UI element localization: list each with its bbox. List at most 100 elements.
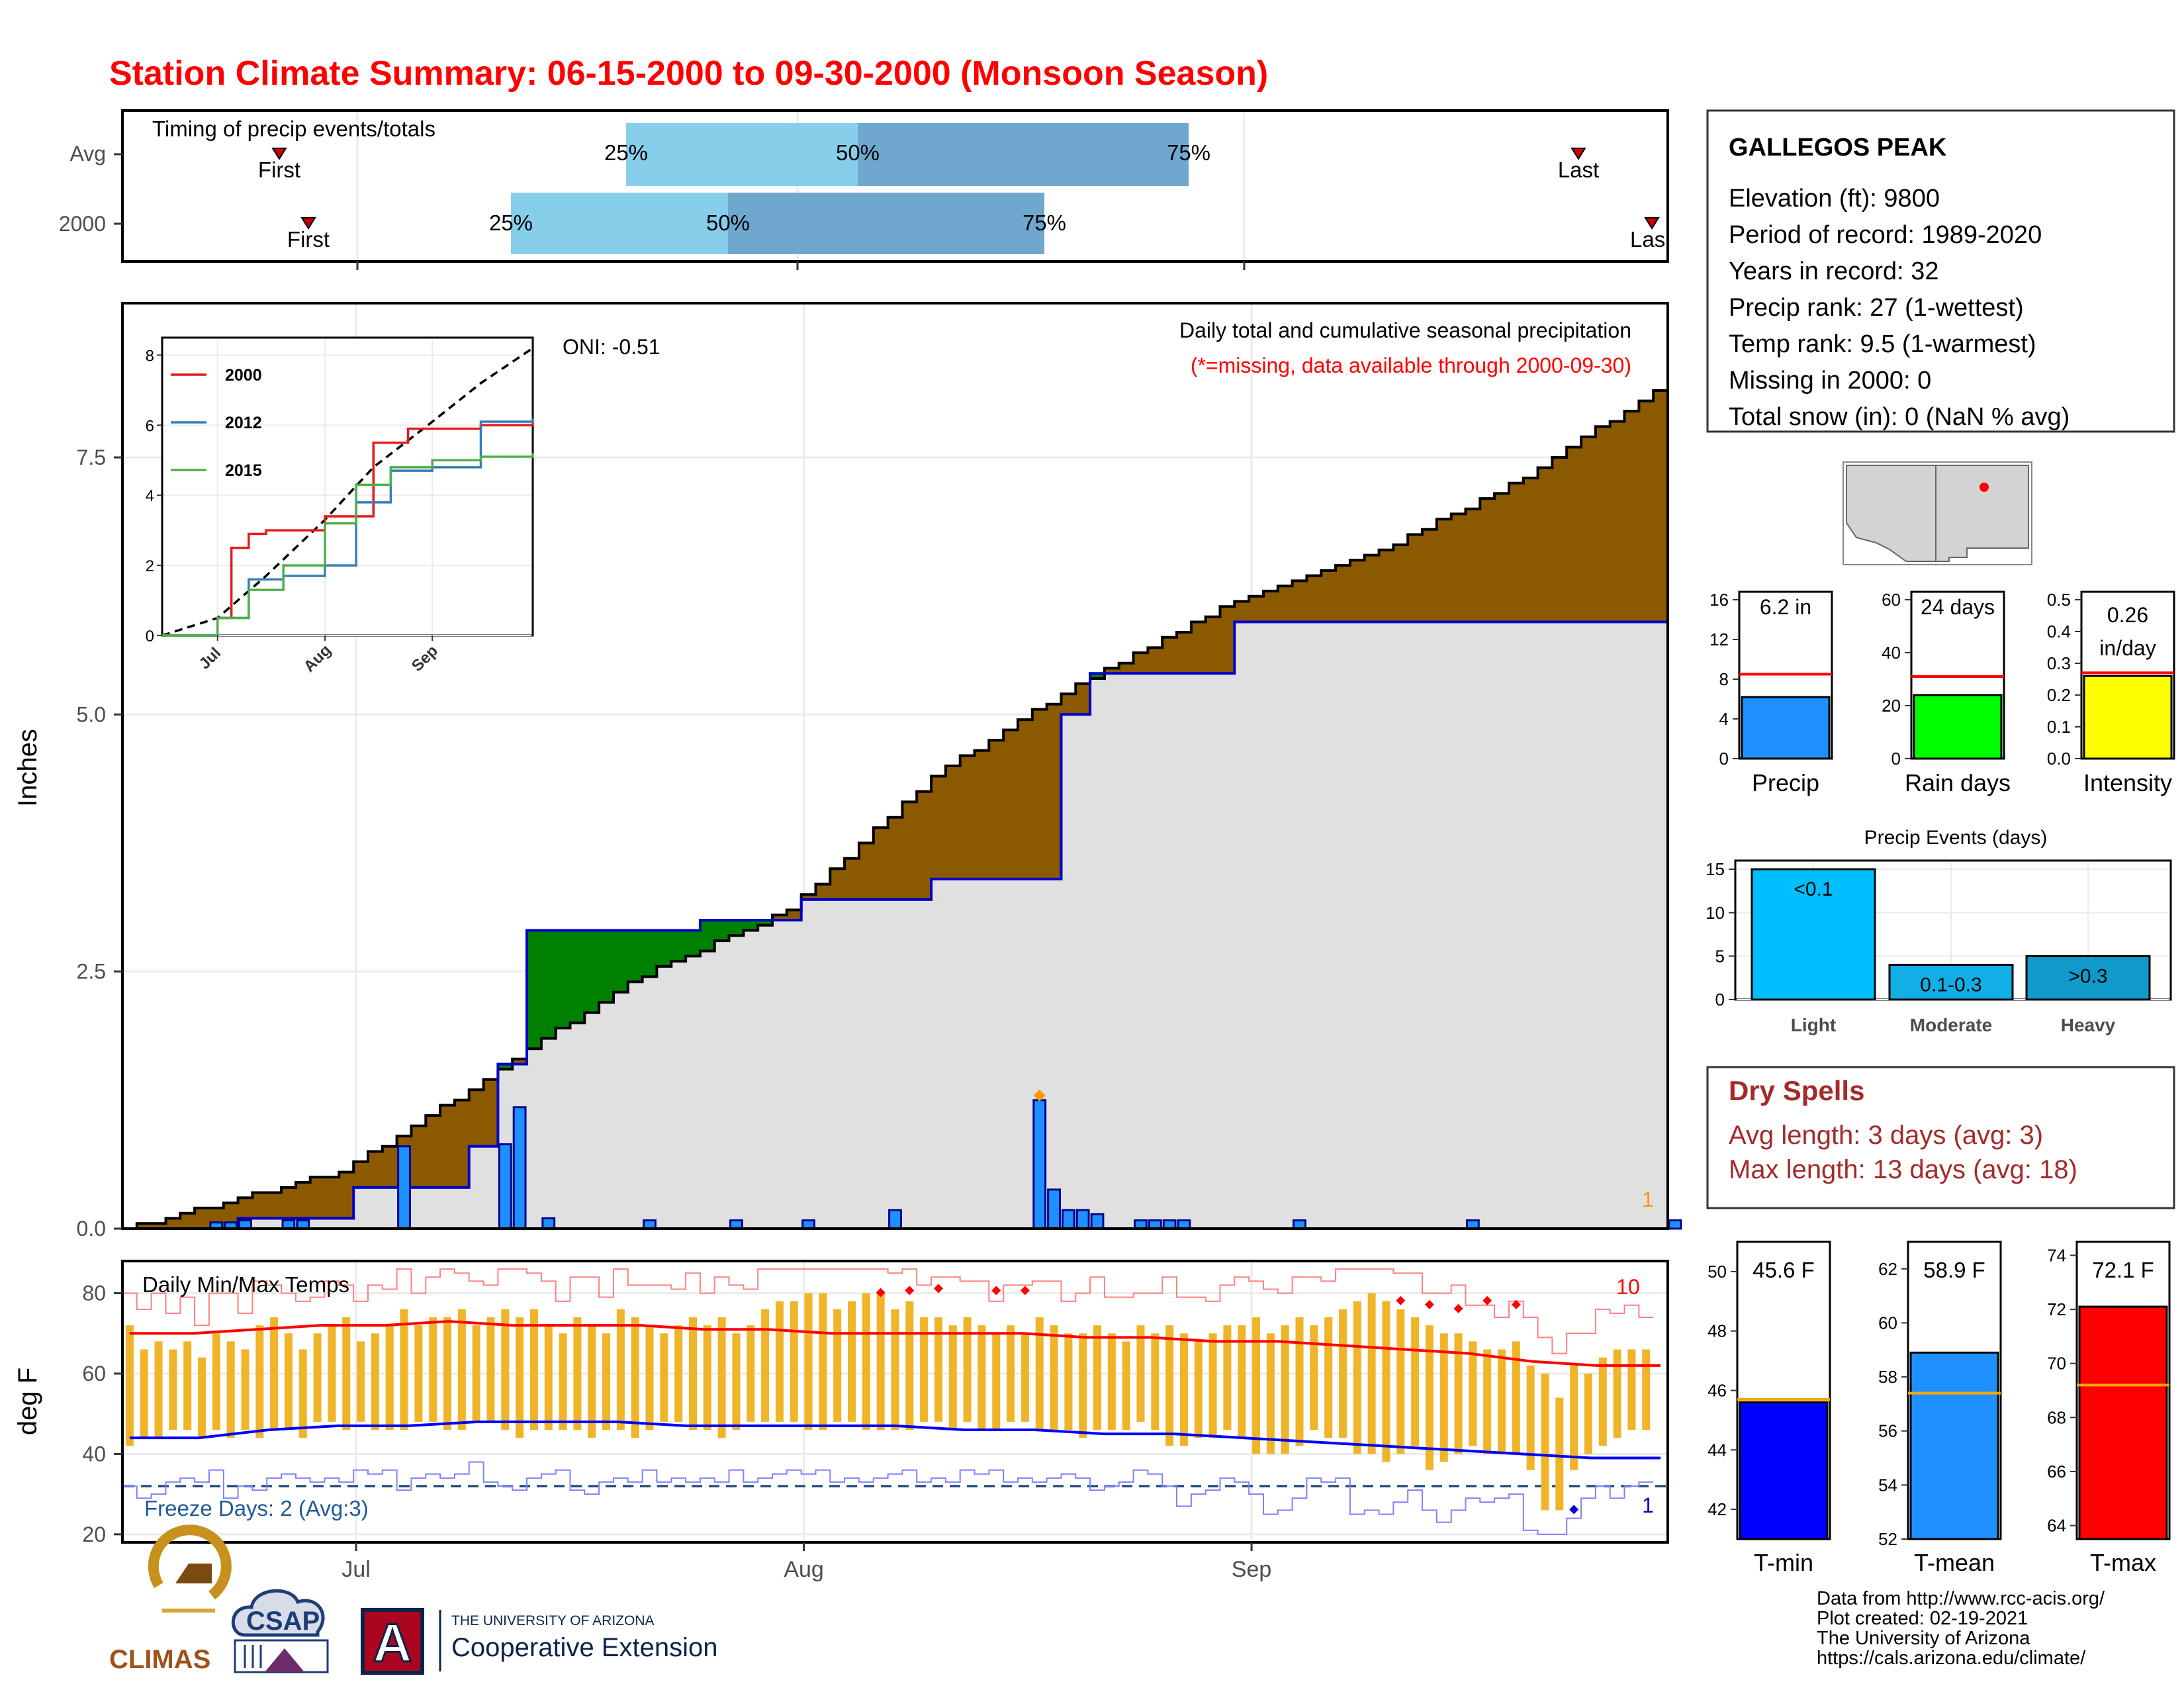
daily-temp-bar	[616, 1309, 625, 1430]
inset-ytick-label-3: 6	[146, 417, 154, 435]
deficit-fill-day	[1263, 590, 1279, 622]
events-category-1: Moderate	[1910, 1015, 1992, 1035]
daily-temp-bar	[1035, 1317, 1044, 1430]
deficit-fill-day	[136, 1223, 152, 1229]
inset-ytick-label-0: 0	[146, 628, 154, 645]
deficit-fill-day	[1234, 601, 1250, 622]
deficit-fill-day	[339, 1172, 354, 1219]
deficit-fill-day	[1046, 704, 1062, 879]
deficit-fill-day	[1061, 694, 1076, 715]
deficit-fill-day	[1624, 411, 1639, 622]
daily-temp-bar	[1613, 1349, 1621, 1438]
daily-temp-bar	[674, 1325, 683, 1422]
avg-last-label: Last	[1558, 158, 1599, 182]
station-info-line-6: Total snow (in): 0 (NaN % avg)	[1729, 403, 2070, 431]
deficit-fill-day	[1177, 632, 1192, 674]
inset-ytick-label-4: 8	[146, 347, 154, 365]
events-bar-label-1: 0.1-0.3	[1920, 974, 1981, 996]
temp-ylabel: deg F	[13, 1368, 42, 1435]
footer-line-3: The University of Arizona	[1817, 1628, 2030, 1649]
temp-box-ytick-label-2-4: 72	[2047, 1299, 2066, 1319]
daily-temp-bar	[1064, 1333, 1073, 1430]
station-info-line-5: Missing in 2000: 0	[1729, 367, 1931, 395]
avg-p75-label: 75%	[1167, 140, 1210, 165]
daily-temp-bar	[948, 1325, 957, 1430]
precip-ytick-label-1: 2.5	[77, 960, 106, 984]
temp-box-ytick-label-1-3: 58	[1878, 1367, 1897, 1387]
daily-temp-bar	[1541, 1374, 1549, 1511]
deficit-fill-day	[1191, 622, 1206, 674]
station-info-box: GALLEGOS PEAK Elevation (ft): 9800 Period…	[1706, 109, 2175, 433]
deficit-fill-day	[989, 740, 1004, 879]
daily-temp-bar	[645, 1325, 654, 1430]
daily-temp-bar	[212, 1333, 220, 1430]
deficit-fill-day	[1408, 534, 1423, 622]
cumulative-average-line	[122, 389, 1668, 1230]
temp-xtick-label-1: Aug	[784, 1557, 824, 1582]
temp-box-ytick-label-1-0: 52	[1878, 1529, 1897, 1549]
deficit-fill-day	[1436, 519, 1452, 622]
events-ytick-label-2: 10	[1706, 903, 1725, 923]
deficit-fill-day	[324, 1177, 340, 1219]
record-high-marker	[1511, 1299, 1521, 1309]
timing-panel-label: Timing of precip events/totals	[152, 117, 435, 141]
record-high-marker	[1424, 1299, 1434, 1309]
daily-precip-bar	[512, 1106, 527, 1230]
temp-xtick-label-2: Sep	[1232, 1557, 1272, 1582]
record-high-marker	[905, 1286, 915, 1295]
summary-value-1: 24 days	[1921, 595, 1995, 619]
y2000-last-marker	[1644, 217, 1660, 230]
daily-temp-bar	[342, 1317, 351, 1430]
surplus-fill-day	[498, 1064, 513, 1070]
summary-ytick-label-2-2: 0.2	[2047, 685, 2071, 705]
surplus-fill-day	[729, 920, 744, 936]
station-location-dot	[1979, 483, 1989, 492]
location-map	[1843, 461, 2032, 565]
deficit-fill-day	[1032, 709, 1048, 879]
daily-temp-bar	[717, 1317, 726, 1438]
deficit-fill-day	[165, 1218, 181, 1229]
timing-row-label-avg: Avg	[69, 142, 106, 165]
record-high-marker	[933, 1284, 943, 1293]
deficit-fill-day	[1306, 575, 1322, 622]
deficit-fill-day	[238, 1197, 253, 1219]
events-ytick-label-1: 5	[1715, 946, 1725, 966]
surplus-fill-day	[642, 930, 658, 977]
temp-box-ytick-label-1-1: 54	[1878, 1475, 1897, 1495]
daily-temp-bar	[905, 1301, 914, 1430]
daily-temp-bar	[1498, 1349, 1506, 1454]
daily-temp-bar	[1295, 1317, 1304, 1446]
deficit-fill-day	[483, 1079, 498, 1147]
daily-temp-bar	[284, 1333, 293, 1430]
temp-box-bar-2	[2078, 1305, 2168, 1540]
station-info-line-3: Precip rank: 27 (1-wettest)	[1729, 294, 2024, 322]
daily-temp-bar	[602, 1333, 611, 1430]
deficit-fill-day	[1639, 400, 1654, 622]
daily-temp-bar	[1093, 1325, 1102, 1430]
daily-temp-bar	[328, 1325, 336, 1422]
daily-temp-bar	[1107, 1333, 1116, 1430]
daily-temp-bar	[443, 1317, 452, 1430]
daily-temp-bar	[1050, 1325, 1058, 1430]
deficit-fill-day	[1162, 637, 1177, 674]
daily-temp-bar	[747, 1325, 755, 1422]
deficit-fill-day	[1465, 508, 1480, 622]
surplus-fill-day	[714, 920, 730, 941]
summary-bar-0	[1741, 696, 1831, 760]
oni-label: ONI: -0.51	[563, 335, 660, 359]
deficit-fill-day	[1537, 467, 1553, 622]
temp-box-label-1: T-mean	[1914, 1549, 1995, 1576]
daily-temp-bar	[992, 1333, 1001, 1430]
daily-temp-bar	[1151, 1333, 1160, 1430]
deficit-fill-day	[1277, 586, 1293, 622]
events-title: Precip Events (days)	[1864, 827, 2048, 849]
daily-temp-bar	[761, 1309, 770, 1422]
daily-temp-bar	[1079, 1333, 1087, 1438]
record-high-marker	[1396, 1295, 1406, 1305]
record-high-marker	[1453, 1303, 1463, 1313]
surplus-fill-day	[541, 930, 557, 1039]
inset-ytick-label-2: 4	[146, 487, 154, 505]
deficit-fill-day	[1118, 663, 1134, 674]
daily-temp-bar	[1367, 1293, 1376, 1454]
deficit-fill-day	[786, 910, 802, 920]
